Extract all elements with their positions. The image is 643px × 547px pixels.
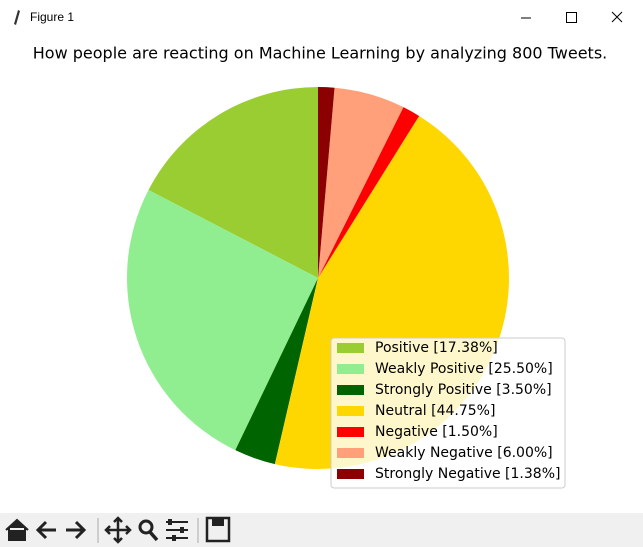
legend-swatch [337,469,364,479]
legend-swatch [337,364,364,374]
pie-wedge [318,87,404,278]
pan-button[interactable] [104,516,132,544]
pie-wedge [318,107,420,278]
legend: Positive [17.38%] Weakly Positive [25.50%… [337,340,560,482]
chart-title: How people are reacting on Machine Learn… [33,44,608,63]
configure-sliders [168,519,184,541]
legend-label: Negative [1.50%] [375,424,498,440]
legend-label: Weakly Positive [25.50%] [375,361,553,377]
app-icon [14,10,20,25]
legend-box [330,337,566,489]
legend-swatch [337,343,364,353]
pie-wedge [318,87,335,278]
legend-label: Weakly Negative [6.00%] [375,445,553,461]
home-button[interactable] [5,518,29,541]
back-button[interactable] [35,520,56,540]
maximize-button[interactable] [566,12,577,23]
toolbar [0,513,643,547]
zoom-button[interactable] [138,519,154,535]
legend-label: Neutral [44.75%] [375,403,495,419]
save-button[interactable] [205,516,231,543]
pie-wedge [127,189,319,451]
close-button[interactable] [611,11,623,23]
toolbar-background [0,513,643,547]
legend-label: Strongly Positive [3.50%] [375,382,552,398]
pie-wedge [148,87,318,278]
legend-label: Positive [17.38%] [375,340,498,356]
title-bar: Figure 1 [14,10,623,25]
legend-label: Strongly Negative [1.38%] [375,466,560,482]
legend-swatch [337,385,364,395]
pie-wedge [235,278,318,465]
legend-swatch [337,448,364,458]
window-title: Figure 1 [30,10,74,24]
legend-swatch [337,427,364,437]
zoom-handle [148,530,159,542]
forward-button[interactable] [66,520,87,540]
legend-swatch [337,406,364,416]
save-icon-detail [212,519,224,526]
